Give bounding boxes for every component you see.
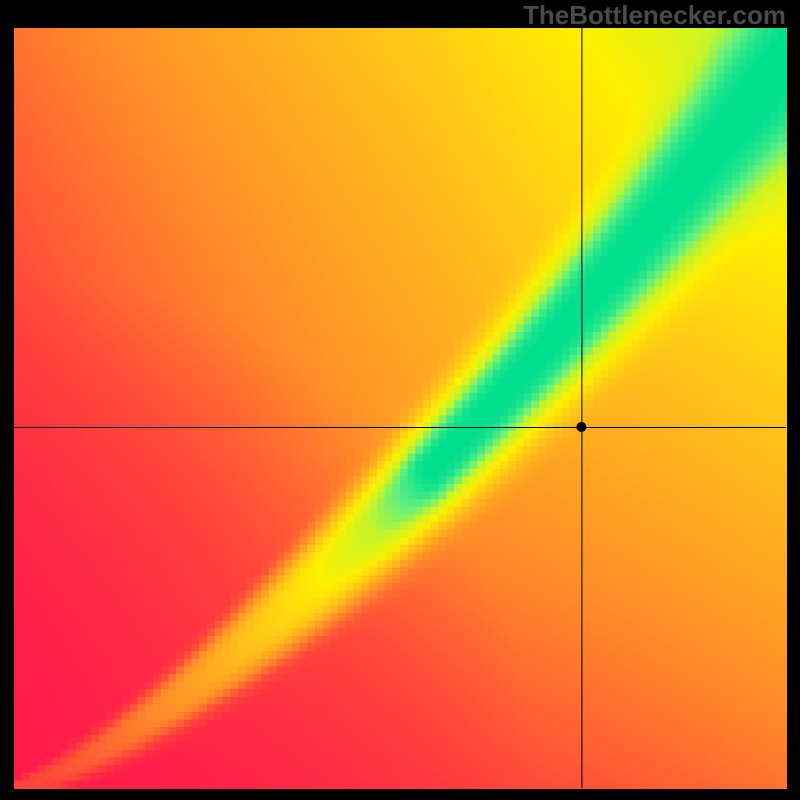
chart-container: { "chart": { "type": "heatmap", "canvas_… <box>0 0 800 800</box>
bottleneck-heatmap <box>0 0 800 800</box>
watermark-text: TheBottlenecker.com <box>523 0 786 31</box>
